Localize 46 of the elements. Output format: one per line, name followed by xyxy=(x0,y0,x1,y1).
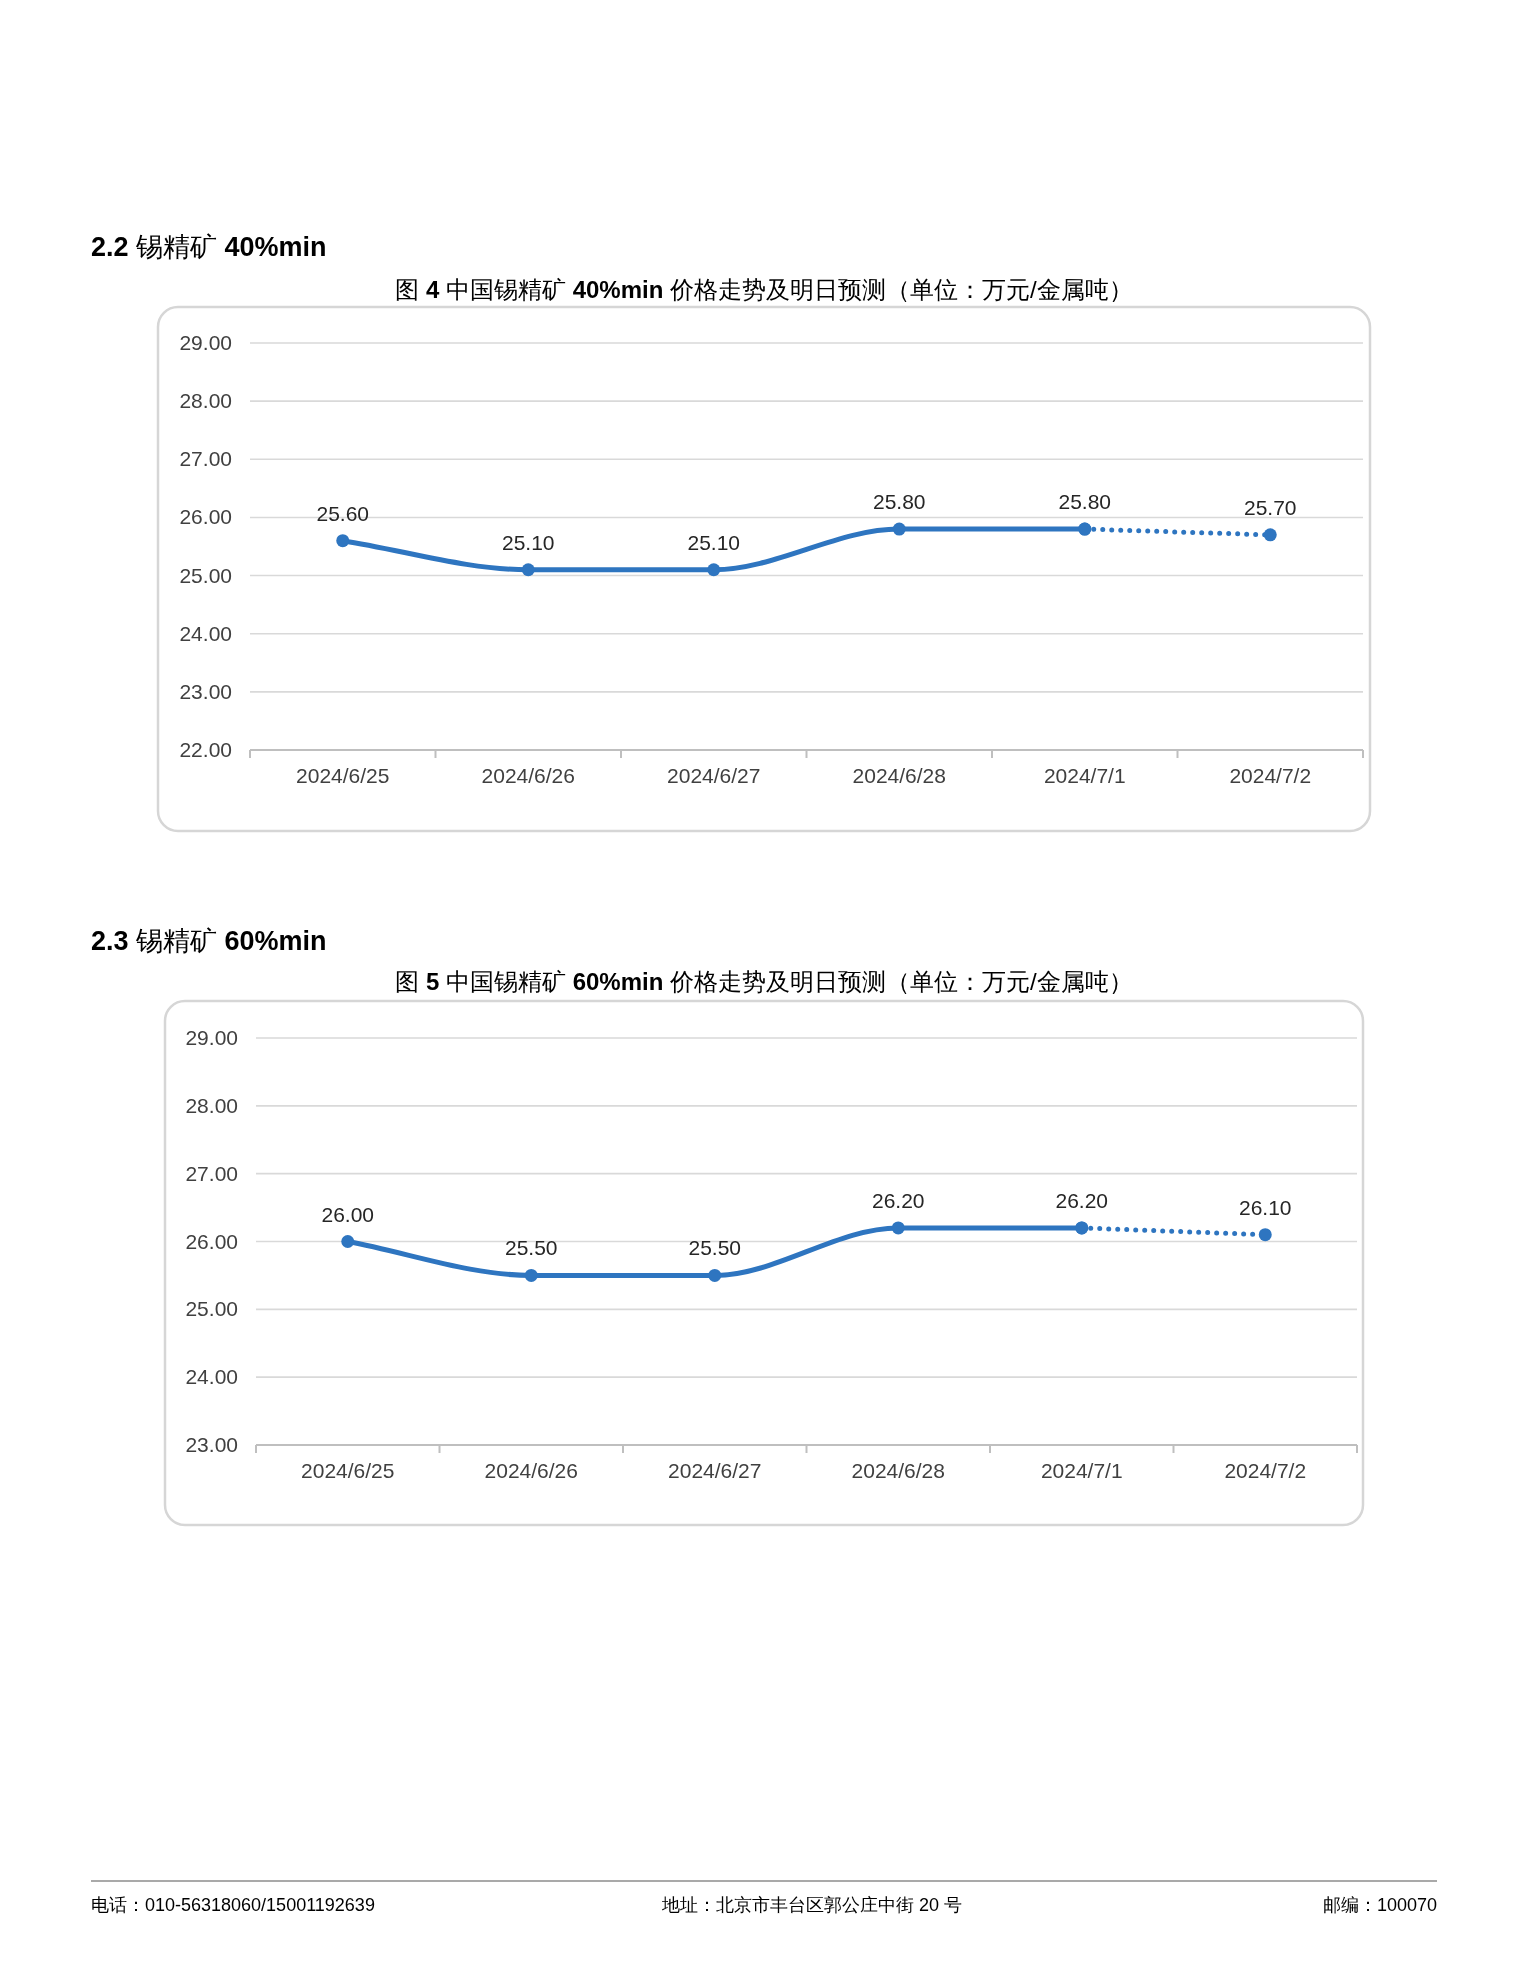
chart-title: 2.3 锡精矿 60%min xyxy=(91,926,327,956)
y-tick-label: 23.00 xyxy=(179,679,232,703)
x-tick-label: 2024/7/1 xyxy=(1043,764,1126,787)
text: 电话：010-56318060/15001192639 xyxy=(91,1895,375,1915)
y-tick-label: 26.00 xyxy=(185,1229,238,1253)
x-tick-label: 2024/6/28 xyxy=(851,1459,945,1482)
x-tick-label: 2024/6/26 xyxy=(481,764,575,787)
chart-subtitle: 图 4 中国锡精矿 40%min 价格走势及明日预测（单位：万元/金属吨） xyxy=(395,276,1133,303)
x-tick-label: 2024/7/2 xyxy=(1229,764,1312,787)
x-tick-label: 2024/6/27 xyxy=(668,1459,762,1482)
chart-subtitle: 图 5 中国锡精矿 60%min 价格走势及明日预测（单位：万元/金属吨） xyxy=(395,968,1133,995)
y-tick-label: 23.00 xyxy=(185,1433,238,1456)
data-label: 25.60 xyxy=(316,501,370,525)
data-label: 26.20 xyxy=(871,1188,925,1212)
data-label: 25.10 xyxy=(687,530,741,554)
y-tick-label: 27.00 xyxy=(185,1161,238,1185)
data-label: 25.80 xyxy=(872,490,926,514)
x-tick-label: 2024/6/26 xyxy=(484,1459,578,1482)
text: 地址：北京市丰台区郭公庄中街 20 号 xyxy=(660,1895,963,1915)
data-label: 25.80 xyxy=(1058,490,1112,514)
y-tick-label: 22.00 xyxy=(179,738,232,761)
y-tick-label: 25.00 xyxy=(185,1297,238,1321)
y-tick-label: 28.00 xyxy=(185,1093,238,1117)
y-tick-label: 26.00 xyxy=(179,505,232,529)
x-tick-label: 2024/6/25 xyxy=(301,1459,395,1482)
data-label: 26.10 xyxy=(1238,1195,1292,1219)
data-label: 26.00 xyxy=(321,1202,375,1226)
data-label: 25.50 xyxy=(504,1236,558,1260)
data-label: 26.20 xyxy=(1055,1188,1109,1212)
data-label: 25.10 xyxy=(501,530,555,554)
y-tick-label: 28.00 xyxy=(179,389,232,413)
y-tick-label: 29.00 xyxy=(179,331,232,354)
data-label: 25.50 xyxy=(688,1236,742,1260)
data-label: 25.70 xyxy=(1243,495,1297,519)
y-tick-label: 27.00 xyxy=(179,447,232,471)
x-tick-label: 2024/7/1 xyxy=(1040,1459,1123,1482)
x-tick-label: 2024/6/28 xyxy=(852,764,946,787)
chart-title: 2.2 锡精矿 40%min xyxy=(91,232,327,262)
x-tick-label: 2024/7/2 xyxy=(1224,1459,1307,1482)
y-tick-label: 29.00 xyxy=(185,1026,238,1049)
y-tick-label: 25.00 xyxy=(179,563,232,587)
text: 邮编：100070 xyxy=(1322,1895,1437,1915)
x-tick-label: 2024/6/27 xyxy=(667,764,761,787)
y-tick-label: 24.00 xyxy=(179,621,232,645)
x-tick-label: 2024/6/25 xyxy=(296,764,390,787)
y-tick-label: 24.00 xyxy=(185,1365,238,1389)
